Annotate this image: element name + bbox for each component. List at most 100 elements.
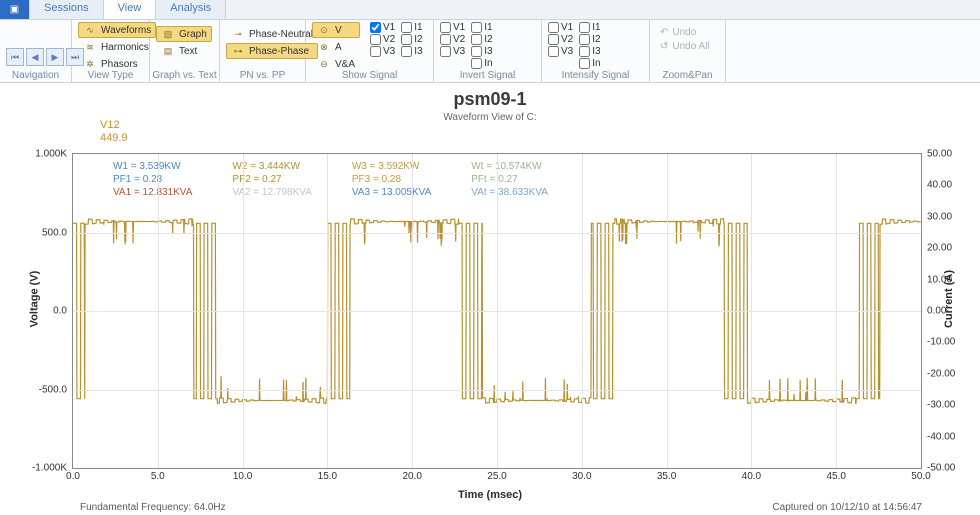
group-label-intensify: Intensify Signal [542, 70, 649, 81]
intens-chk-in[interactable]: In [579, 58, 600, 69]
chart-title: psm09-1 [0, 83, 980, 110]
invert-chk-in[interactable]: In [471, 58, 492, 69]
invert-chk-v1-label: V1 [453, 22, 465, 33]
intens-chk-i3-label: I3 [592, 46, 600, 57]
va-icon: ⊖ [317, 58, 331, 70]
y2-tick: -40.00 [921, 431, 955, 442]
tab-sessions[interactable]: Sessions [30, 0, 104, 19]
y2-tick: 20.00 [921, 243, 952, 254]
show-chk-i2[interactable]: I2 [401, 34, 422, 45]
a-icon: ⊗ [317, 41, 331, 53]
x-tick: 20.0 [402, 468, 421, 482]
group-label-gvt: Graph vs. Text [150, 70, 219, 81]
pp-icon: ⊶ [231, 45, 245, 57]
cursor-label: V12 [100, 119, 128, 132]
intens-chk-v3-label: V3 [561, 46, 573, 57]
y-tick: -500.0 [39, 384, 73, 395]
show-chk-i1-label: I1 [414, 22, 422, 33]
show-chk-v1-label: V1 [383, 22, 395, 33]
nav-first[interactable]: ⏮ [6, 48, 24, 66]
show-chk-v3-label: V3 [383, 46, 395, 57]
invert-chk-v2[interactable]: V2 [440, 34, 465, 45]
tab-view[interactable]: View [104, 0, 157, 19]
intens-chk-i1-label: I1 [592, 22, 600, 33]
intens-chk-v2[interactable]: V2 [548, 34, 573, 45]
intens-chk-i3[interactable]: I3 [579, 46, 600, 57]
y2-tick: 30.00 [921, 211, 952, 222]
tab-analysis[interactable]: Analysis [156, 0, 226, 19]
plot[interactable]: W1 = 3.539KWPF1 = 0.28VA1 = 12.831KVAW2 … [72, 153, 922, 469]
x-tick: 30.0 [572, 468, 591, 482]
show-chk-i1[interactable]: I1 [401, 22, 422, 33]
x-tick: 5.0 [151, 468, 165, 482]
invert-chk-i1[interactable]: I1 [471, 22, 492, 33]
y-tick: 500.0 [42, 227, 73, 238]
intens-chk-in-label: In [592, 58, 600, 69]
gvt-graph[interactable]: ▧ Graph [156, 26, 212, 42]
zoom-undo[interactable]: ↶Undo [656, 26, 714, 39]
group-label-invert: Invert Signal [434, 70, 541, 81]
show-chk-v1[interactable]: V1 [370, 22, 395, 33]
pnpp-pn[interactable]: ⊸ Phase-Neutral [226, 26, 318, 42]
show-a[interactable]: ⊗A [312, 39, 360, 55]
show-chk-v3[interactable]: V3 [370, 46, 395, 57]
footer-timestamp: Captured on 10/12/10 at 14:56:47 [772, 502, 922, 513]
show-chk-i3[interactable]: I3 [401, 46, 422, 57]
x-tick: 10.0 [233, 468, 252, 482]
phasors-icon: ✲ [83, 58, 97, 70]
app-icon[interactable]: ▣ [0, 0, 30, 19]
show-chk-v2[interactable]: V2 [370, 34, 395, 45]
show-v[interactable]: ⊙V [312, 22, 360, 38]
nav-next[interactable]: ▶ [46, 48, 64, 66]
a-label: A [335, 42, 342, 53]
y2-tick: 40.00 [921, 180, 952, 191]
invert-chk-i2[interactable]: I2 [471, 34, 492, 45]
harmonics-label: Harmonics [101, 42, 149, 53]
y-tick: 0.0 [53, 306, 73, 317]
zoom-undoall[interactable]: ↺ Undo All [656, 40, 714, 53]
group-label-viewtype: View Type [72, 70, 149, 81]
v-icon: ⊙ [317, 24, 331, 36]
nav-prev[interactable]: ◀ [26, 48, 44, 66]
intens-chk-i2-label: I2 [592, 34, 600, 45]
cursor-value: 449.9 [100, 132, 128, 145]
undoall-icon: ↺ [660, 41, 668, 52]
group-label-show: Show Signal [306, 70, 433, 81]
intens-chk-i1[interactable]: I1 [579, 22, 600, 33]
y2-tick: 0.00 [921, 306, 946, 317]
y-axis-label: Voltage (V) [28, 271, 40, 328]
intens-chk-i2[interactable]: I2 [579, 34, 600, 45]
text-label: Text [179, 46, 197, 57]
footer-freq: Fundamental Frequency: 64.0Hz [80, 502, 226, 513]
invert-chk-v3[interactable]: V3 [440, 46, 465, 57]
text-icon: ▤ [161, 45, 175, 57]
cursor-readout: V12 449.9 [100, 119, 128, 145]
harmonics-icon: ≋ [83, 41, 97, 53]
x-axis-label: Time (msec) [458, 489, 522, 501]
pn-label: Phase-Neutral [249, 29, 313, 40]
chart-area: psm09-1 Waveform View of C: V12 449.9 Vo… [0, 83, 980, 515]
invert-chk-i3[interactable]: I3 [471, 46, 492, 57]
graph-label: Graph [179, 29, 207, 40]
graph-icon: ▧ [161, 28, 175, 40]
viewtype-harmonics[interactable]: ≋ Harmonics [78, 39, 156, 55]
pn-icon: ⊸ [231, 28, 245, 40]
intens-chk-v1[interactable]: V1 [548, 22, 573, 33]
y2-tick: -30.00 [921, 400, 955, 411]
x-tick: 25.0 [487, 468, 506, 482]
show-chk-v2-label: V2 [383, 34, 395, 45]
y2-tick: 10.00 [921, 274, 952, 285]
undoall-label: Undo All [672, 41, 709, 52]
x-tick: 45.0 [826, 468, 845, 482]
waveforms-icon: ∿ [83, 24, 97, 36]
invert-chk-v1[interactable]: V1 [440, 22, 465, 33]
invert-chk-i1-label: I1 [484, 22, 492, 33]
y-tick: -1.000K [32, 463, 73, 474]
invert-chk-in-label: In [484, 58, 492, 69]
viewtype-waveforms[interactable]: ∿Waveforms [78, 22, 156, 38]
invert-chk-v3-label: V3 [453, 46, 465, 57]
pnpp-pp[interactable]: ⊶Phase-Phase [226, 43, 318, 59]
show-chk-i3-label: I3 [414, 46, 422, 57]
intens-chk-v3[interactable]: V3 [548, 46, 573, 57]
gvt-text[interactable]: ▤ Text [156, 43, 212, 59]
